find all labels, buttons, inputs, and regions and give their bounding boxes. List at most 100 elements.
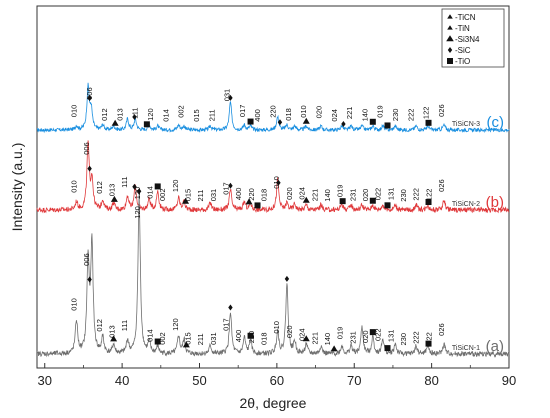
legend-label: -SiC <box>455 46 471 55</box>
sic-marker <box>341 120 346 127</box>
peak-label: 006 <box>82 142 91 155</box>
tio-marker <box>384 122 391 129</box>
peak-label: 140 <box>323 333 332 346</box>
peak-label: 024 <box>298 187 307 200</box>
peak-label: 140 <box>360 109 369 122</box>
peak-label: 400 <box>234 330 243 343</box>
tio-marker <box>425 340 432 347</box>
peak-label: 018 <box>260 189 269 202</box>
peak-label: 013 <box>115 108 124 121</box>
peak-label: 020 <box>285 187 294 200</box>
series-line-TiSiCN-1 <box>36 194 510 358</box>
sic-marker <box>87 95 92 102</box>
peak-label: 220 <box>247 331 256 344</box>
sic-marker <box>136 188 142 195</box>
x-tick-label: 70 <box>347 373 361 388</box>
series-tag-TiSiCN-3: (c) <box>487 114 505 131</box>
peak-label: 122 <box>424 189 433 202</box>
peak-label: 014 <box>146 329 155 342</box>
si3n4-marker <box>330 345 338 352</box>
sic-marker <box>132 183 137 190</box>
peak-label: 111 <box>120 320 129 331</box>
peak-label: 020 <box>361 330 370 343</box>
peak-label: 222 <box>412 331 421 344</box>
si3n4-marker <box>110 335 118 342</box>
sic-marker <box>284 275 290 282</box>
tio-marker <box>254 202 261 209</box>
peak-label: 014 <box>146 186 155 199</box>
peak-label: 017 <box>238 105 247 118</box>
legend-label: -TiO <box>455 57 470 66</box>
sic-marker <box>87 165 92 172</box>
peak-label: 002 <box>158 188 167 201</box>
peak-label: 022 <box>374 188 383 201</box>
peak-label: 230 <box>399 333 408 346</box>
peak-label: 220 <box>247 188 256 201</box>
tio-marker <box>143 121 150 128</box>
peak-label: 131 <box>386 188 395 201</box>
series-line-TiSiCN-3 <box>36 82 510 134</box>
peak-label: 019 <box>376 105 385 118</box>
peak-label: 012 <box>100 108 109 121</box>
peak-label: 010 <box>299 105 308 118</box>
tio-marker <box>154 183 161 190</box>
si3n4-marker <box>302 117 310 124</box>
tio-marker <box>369 329 376 336</box>
peak-label: 031 <box>209 332 218 345</box>
peak-label: 122 <box>424 332 433 345</box>
y-axis-title: Intensity (a.u.) <box>9 143 25 232</box>
tio-marker <box>247 332 254 339</box>
peak-label: 122 <box>422 107 431 120</box>
x-tick-label: 90 <box>502 373 516 388</box>
series-tag-TiSiCN-2: (b) <box>486 194 504 211</box>
si3n4-marker <box>110 195 118 202</box>
peak-label: 020 <box>315 106 324 119</box>
peak-label: 002 <box>177 105 186 118</box>
legend-marker-triangle <box>447 25 453 30</box>
peak-label: 012 <box>95 181 104 194</box>
peak-label: 010 <box>70 180 79 193</box>
series-name-TiSiCN-3: TiSiCN-3 <box>452 121 480 128</box>
peak-label: 222 <box>406 109 415 122</box>
x-tick-label: 30 <box>38 373 52 388</box>
peak-label: 019 <box>336 327 345 340</box>
tio-marker <box>247 118 254 125</box>
peak-label: 222 <box>412 188 421 201</box>
peak-label: 231 <box>348 189 357 202</box>
peak-label: 111 <box>120 176 129 187</box>
peak-label: 221 <box>345 107 354 120</box>
legend-label: -Si3N4 <box>455 35 480 44</box>
sic-marker <box>87 276 92 283</box>
series-tag-TiSiCN-1: (a) <box>486 338 504 355</box>
peak-label: 400 <box>234 188 243 201</box>
peak-label: 120 <box>133 206 142 219</box>
peak-label: 024 <box>298 328 307 341</box>
peak-label: 010 <box>70 105 79 118</box>
peak-label: 018 <box>284 108 293 121</box>
peak-label: 026 <box>437 179 446 192</box>
peak-label: 015 <box>184 332 193 345</box>
peak-label: 221 <box>310 332 319 345</box>
peak-label: 220 <box>269 105 278 118</box>
peak-label: 013 <box>108 325 117 338</box>
peak-label: 230 <box>391 109 400 122</box>
sic-marker <box>228 94 233 101</box>
peak-label: 006 <box>82 253 91 266</box>
peak-label: 020 <box>361 189 370 202</box>
si3n4-marker <box>245 198 253 205</box>
series-line-TiSiCN-2 <box>36 140 510 214</box>
peak-label: 020 <box>285 325 294 338</box>
legend-label: -TiCN <box>455 13 476 22</box>
x-tick-label: 80 <box>424 373 438 388</box>
marker-layer <box>87 94 432 352</box>
x-axis: 30 40 50 60 70 80 90 <box>38 363 516 388</box>
peak-label: 131 <box>386 330 395 343</box>
peak-label: 026 <box>437 323 446 336</box>
peak-label: 400 <box>253 109 262 122</box>
sic-marker <box>276 179 281 186</box>
peak-label: 211 <box>207 109 216 121</box>
tio-marker <box>425 119 432 126</box>
peak-label: 231 <box>348 331 357 344</box>
si3n4-marker <box>182 197 190 204</box>
